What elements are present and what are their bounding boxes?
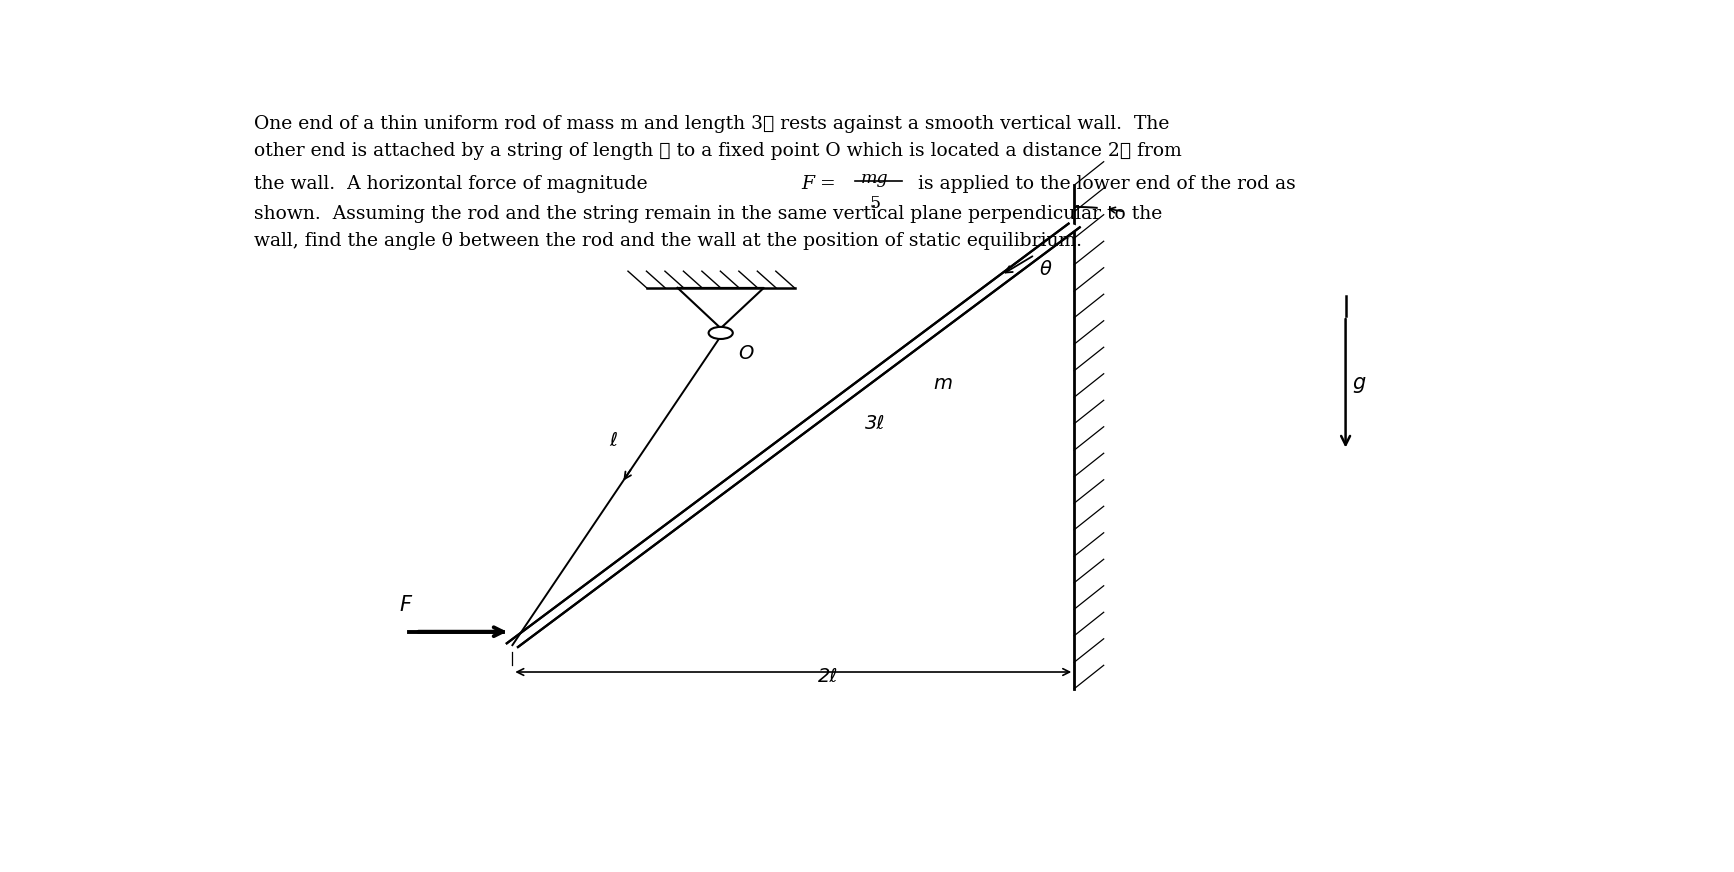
Text: 3ℓ: 3ℓ	[865, 414, 886, 433]
Text: the wall.  A horizontal force of magnitude: the wall. A horizontal force of magnitud…	[255, 175, 654, 193]
Text: m: m	[933, 374, 952, 392]
Text: ℓ: ℓ	[609, 431, 617, 450]
Text: 2ℓ: 2ℓ	[818, 667, 839, 686]
Text: 5: 5	[870, 195, 881, 212]
Text: g: g	[1353, 373, 1366, 393]
Text: One end of a thin uniform rod of mass m and length 3ℓ rests against a smooth ver: One end of a thin uniform rod of mass m …	[255, 115, 1170, 133]
Text: shown.  Assuming the rod and the string remain in the same vertical plane perpen: shown. Assuming the rod and the string r…	[255, 205, 1162, 223]
Text: θ: θ	[1040, 260, 1053, 279]
Text: other end is attached by a string of length ℓ to a fixed point O which is locate: other end is attached by a string of len…	[255, 141, 1183, 160]
Polygon shape	[506, 223, 1080, 647]
Circle shape	[709, 327, 733, 339]
Text: F =: F =	[801, 175, 843, 193]
Text: mg: mg	[860, 170, 888, 187]
Text: O: O	[739, 344, 754, 364]
Text: F: F	[399, 595, 411, 615]
Text: wall, find the angle θ between the rod and the wall at the position of static eq: wall, find the angle θ between the rod a…	[255, 232, 1082, 250]
Text: is applied to the lower end of the rod as: is applied to the lower end of the rod a…	[912, 175, 1295, 193]
